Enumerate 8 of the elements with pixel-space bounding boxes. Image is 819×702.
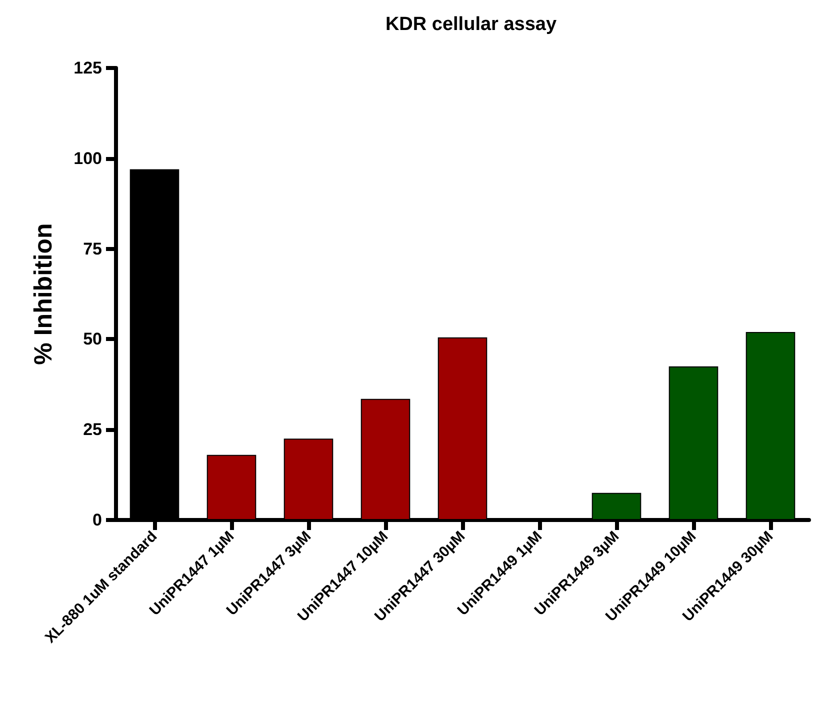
chart-title: KDR cellular assay <box>385 14 557 35</box>
y-tick-label: 75 <box>83 239 102 258</box>
y-tick-label: 25 <box>83 420 102 440</box>
y-axis-title: % Inhibition <box>30 223 58 365</box>
y-tick-label: 125 <box>74 58 102 78</box>
y-tick-label: 50 <box>83 330 102 349</box>
y-tick-label: 100 <box>74 148 102 168</box>
y-tick-label: 0 <box>92 510 102 530</box>
